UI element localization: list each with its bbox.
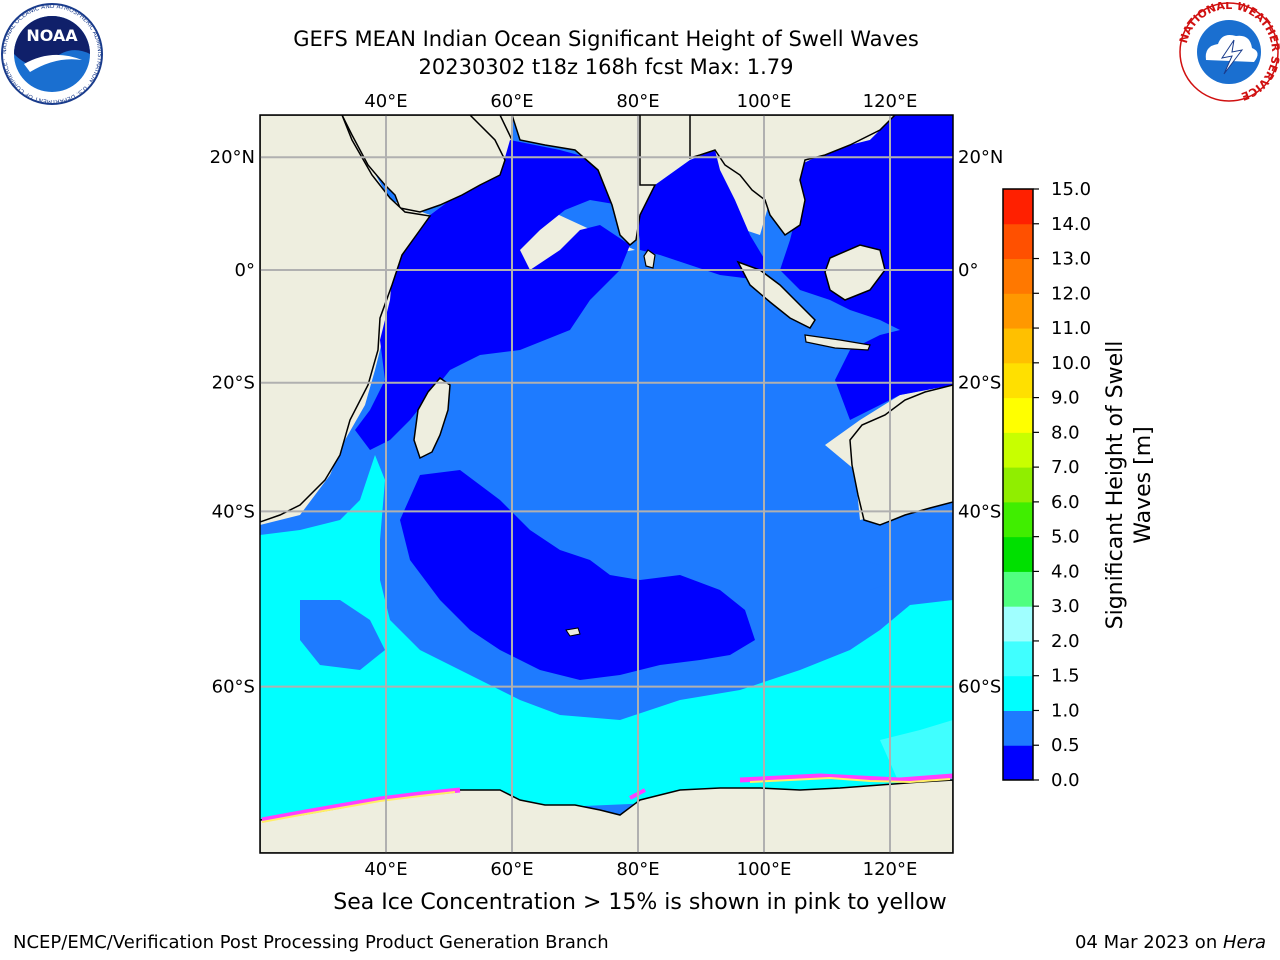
colorbar-tick-label: 1.0 [1051, 700, 1080, 721]
colorbar-tick-label: 14.0 [1051, 214, 1091, 235]
lon-tick-label: 40°E [364, 859, 407, 880]
lat-tick-label-right: 0° [958, 260, 978, 281]
colorbar-tick-label: 9.0 [1051, 388, 1080, 409]
swell-patch-mid-sw [300, 600, 385, 670]
lon-tick-label: 40°E [364, 91, 407, 112]
colorbar-tick-label: 1.5 [1051, 666, 1080, 687]
colorbar-bin [1003, 571, 1033, 607]
colorbar-bin [1003, 640, 1033, 677]
lon-tick-label: 120°E [863, 91, 918, 112]
colorbar-tick-label: 12.0 [1051, 283, 1091, 304]
colorbar-bin [1003, 467, 1033, 503]
colorbar-title-line2: Waves [m] [1131, 426, 1156, 543]
lon-tick-label: 60°E [490, 91, 533, 112]
lat-tick-label-left: 60°S [212, 677, 255, 698]
colorbar-bin [1003, 397, 1033, 433]
sea-ice-edge-east [739, 773, 953, 783]
swell-region-low-north [355, 140, 640, 450]
colorbar-bin [1003, 223, 1033, 260]
map-frame [259, 114, 954, 854]
swell-patch-mid-se [860, 560, 885, 590]
footer-date-text: 04 Mar 2023 on [1074, 932, 1223, 953]
lat-tick-label-right: 40°S [958, 501, 1001, 522]
lat-tick-label-left: 0° [235, 260, 255, 281]
colorbar: 0.0 0.5 1.0 1.5 2.0 3.0 4.0 5.0 6.0 7.0 8.0 9.0 10.0… [1002, 179, 1091, 791]
colorbar-bin [1003, 536, 1033, 572]
map-gridlines [260, 115, 953, 853]
colorbar-bin [1003, 745, 1033, 781]
swell-region-high-edge [880, 720, 953, 785]
swell-region-low-bay [640, 150, 765, 280]
colorbar-tick-label: 11.0 [1051, 318, 1091, 339]
java [804, 334, 871, 351]
sea-ice-caption: Sea Ice Concentration > 15% is shown in … [333, 890, 947, 915]
lon-tick-label: 60°E [490, 859, 533, 880]
colorbar-tick-label: 3.0 [1051, 596, 1080, 617]
colorbar-title-line1: Significant Height of Swell [1103, 341, 1128, 630]
nws-logo: NATIONAL WEATHER SERVICE [1178, 2, 1280, 102]
map-tick-labels: 40°E 40°E 60°E 60°E 80°E 80°E 100°E 100°E 120°E 1… [210, 91, 1004, 880]
colorbar-bin [1003, 293, 1033, 329]
sea-ice-edge [261, 787, 461, 823]
borneo [824, 244, 886, 301]
lon-tick-label: 80°E [616, 91, 659, 112]
chart-subtitle: 20230302 t18z 168h fcst Max: 1.79 [418, 55, 794, 79]
colorbar-tick-label: 8.0 [1051, 422, 1080, 443]
madagascar [413, 376, 451, 460]
australia [849, 384, 953, 526]
footer-branch: NCEP/EMC/Verification Post Processing Pr… [13, 932, 609, 953]
colorbar-tick-label: 4.0 [1051, 561, 1080, 582]
colorbar-bin [1003, 189, 1033, 225]
colorbar-bin [1003, 675, 1033, 711]
colorbar-tick-label: 0.0 [1051, 770, 1080, 791]
kerguelen [565, 627, 581, 637]
colorbar-tick-label: 0.5 [1051, 735, 1080, 756]
colorbar-tick-label: 10.0 [1051, 353, 1091, 374]
sea-ice-edge-east-yellow [749, 776, 951, 784]
india [511, 115, 657, 247]
colorbar-bin [1003, 362, 1033, 399]
colorbar-frame [1002, 188, 1034, 781]
colorbar-tick-label: 2.0 [1051, 631, 1080, 652]
colorbar-bin [1003, 432, 1033, 468]
southeast-asia [689, 115, 897, 237]
colorbar-tick-label: 15.0 [1051, 179, 1091, 200]
lat-tick-label-left: 20°N [210, 147, 255, 168]
lon-tick-label: 100°E [737, 859, 792, 880]
noaa-logo-text: NOAA [26, 26, 78, 45]
sri-lanka [643, 249, 656, 269]
lon-tick-label: 100°E [737, 91, 792, 112]
swell-region-high-south [260, 455, 953, 820]
footer-machine: Hera [1222, 932, 1266, 953]
footer-date: 04 Mar 2023 on Hera [1075, 932, 1266, 953]
chart-title: GEFS MEAN Indian Ocean Significant Heigh… [293, 27, 919, 51]
lat-tick-label-left: 40°S [212, 501, 255, 522]
sea-ice-edge-yellow [261, 791, 456, 823]
colorbar-tick-label: 6.0 [1051, 492, 1080, 513]
colorbar-tick-label: 7.0 [1051, 457, 1080, 478]
colorbar-bin [1003, 710, 1033, 746]
colorbar-bin [1003, 606, 1033, 642]
lat-tick-label-right: 20°S [958, 373, 1001, 394]
colorbar-bin [1003, 258, 1033, 294]
colorbar-tick-label: 5.0 [1051, 527, 1080, 548]
lat-tick-label-left: 20°S [212, 373, 255, 394]
lat-tick-label-right: 60°S [958, 677, 1001, 698]
colorbar-bin [1003, 328, 1033, 364]
lon-tick-label: 120°E [863, 859, 918, 880]
map-plot-area [260, 115, 953, 853]
lat-tick-label-right: 20°N [958, 147, 1003, 168]
swell-region-low-south [400, 470, 755, 680]
colorbar-title: Significant Height of Swell Waves [m] [1103, 341, 1156, 630]
noaa-logo: NATIONAL OCEANIC AND ATMOSPHERIC ADMINIS… [1, 3, 103, 105]
colorbar-tick-label: 13.0 [1051, 249, 1091, 270]
lon-tick-label: 80°E [616, 859, 659, 880]
sumatra [736, 260, 816, 329]
colorbar-bin [1003, 501, 1033, 538]
